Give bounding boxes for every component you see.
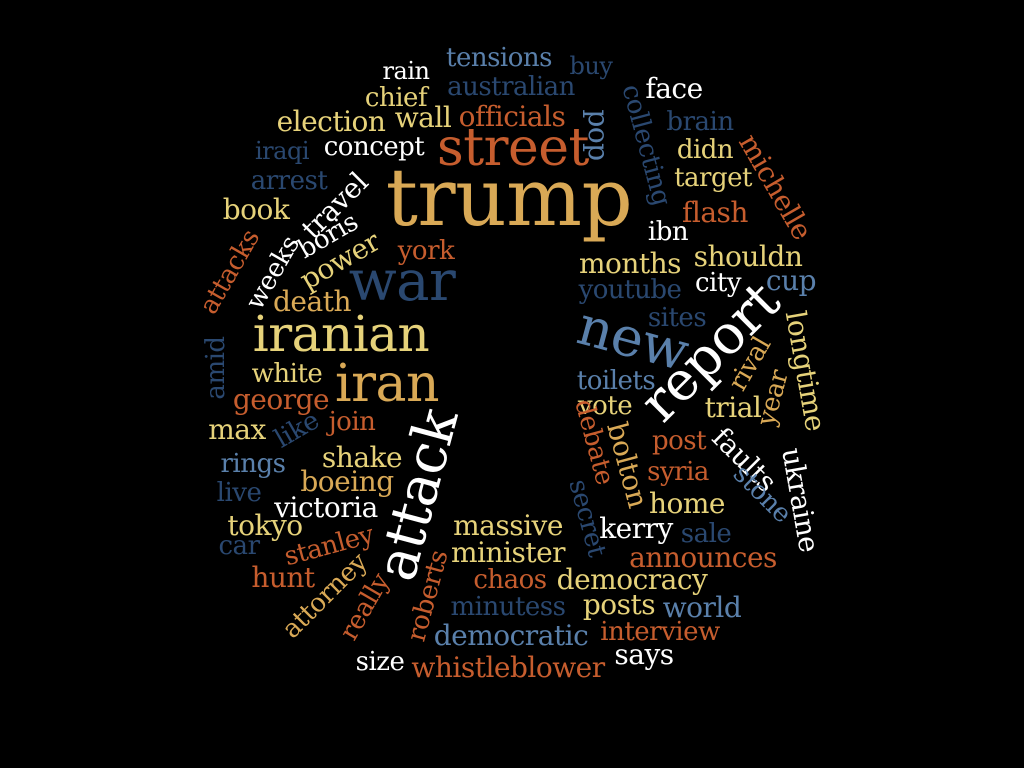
word-kerry: kerry: [599, 512, 673, 545]
word-australian: australian: [447, 72, 575, 102]
word-iraqi: iraqi: [255, 137, 310, 165]
word-iranian: iranian: [252, 305, 430, 363]
word-war: war: [348, 249, 456, 314]
word-target: target: [674, 163, 752, 193]
word-toilets: toilets: [576, 366, 656, 396]
word-sale: sale: [680, 519, 732, 549]
word-shake: shake: [321, 441, 403, 474]
word-amid: amid: [201, 336, 231, 400]
word-street: street: [437, 118, 589, 178]
word-tensions: tensions: [446, 43, 552, 73]
word-months: months: [578, 247, 682, 280]
word-vote: vote: [577, 391, 633, 421]
word-sites: sites: [647, 303, 707, 333]
word-home: home: [648, 487, 726, 520]
word-world: world: [662, 591, 742, 624]
word-cup: cup: [765, 264, 817, 297]
word-bolton: bolton: [600, 418, 655, 512]
word-democracy: democracy: [556, 563, 708, 596]
word-rings: rings: [220, 449, 286, 479]
word-announces: announces: [629, 541, 777, 574]
word-death: death: [273, 285, 351, 318]
word-longtime: longtime: [778, 308, 833, 434]
word-minutess: minutess: [450, 592, 566, 622]
word-post: post: [651, 426, 707, 456]
word-york: york: [397, 236, 455, 266]
word-youtube: youtube: [578, 275, 682, 305]
word-hunt: hunt: [251, 561, 315, 594]
word-victoria: victoria: [274, 491, 378, 524]
word-shouldn: shouldn: [693, 240, 803, 273]
word-trial: trial: [704, 391, 762, 424]
word-car: car: [218, 531, 261, 561]
word-buy: buy: [569, 52, 613, 80]
word-minister: minister: [450, 536, 566, 569]
word-boeing: boeing: [300, 465, 394, 498]
word-flash: flash: [682, 196, 748, 229]
word-interview: interview: [600, 617, 720, 647]
word-ibn: ibn: [647, 217, 689, 247]
word-rain: rain: [382, 57, 430, 85]
word-chaos: chaos: [473, 565, 547, 595]
word-book: book: [222, 193, 290, 226]
word-election: election: [276, 105, 386, 138]
word-max: max: [208, 413, 266, 446]
word-george: george: [232, 383, 330, 416]
word-join: join: [328, 407, 376, 437]
word-posts: posts: [582, 588, 656, 621]
word-officials: officials: [458, 100, 566, 133]
word-whistleblower: whistleblower: [411, 651, 605, 684]
word-massive: massive: [453, 509, 563, 542]
word-pop: pop: [582, 109, 615, 161]
word-tokyo: tokyo: [227, 509, 303, 542]
word-didn: didn: [676, 135, 734, 165]
word-face: face: [645, 72, 703, 105]
word-live: live: [216, 478, 262, 508]
word-concept: concept: [323, 132, 425, 162]
word-size: size: [355, 647, 405, 677]
word-democratic: democratic: [433, 619, 589, 652]
word-arrest: arrest: [250, 166, 328, 196]
word-trump: trump: [385, 151, 633, 244]
word-city: city: [694, 268, 742, 298]
word-white: white: [251, 359, 323, 389]
word-says: says: [614, 638, 674, 671]
word-brain: brain: [666, 107, 734, 137]
word-chief: chief: [364, 83, 428, 113]
word-syria: syria: [647, 457, 709, 487]
word-iran: iran: [335, 354, 439, 414]
word-wall: wall: [394, 101, 452, 134]
